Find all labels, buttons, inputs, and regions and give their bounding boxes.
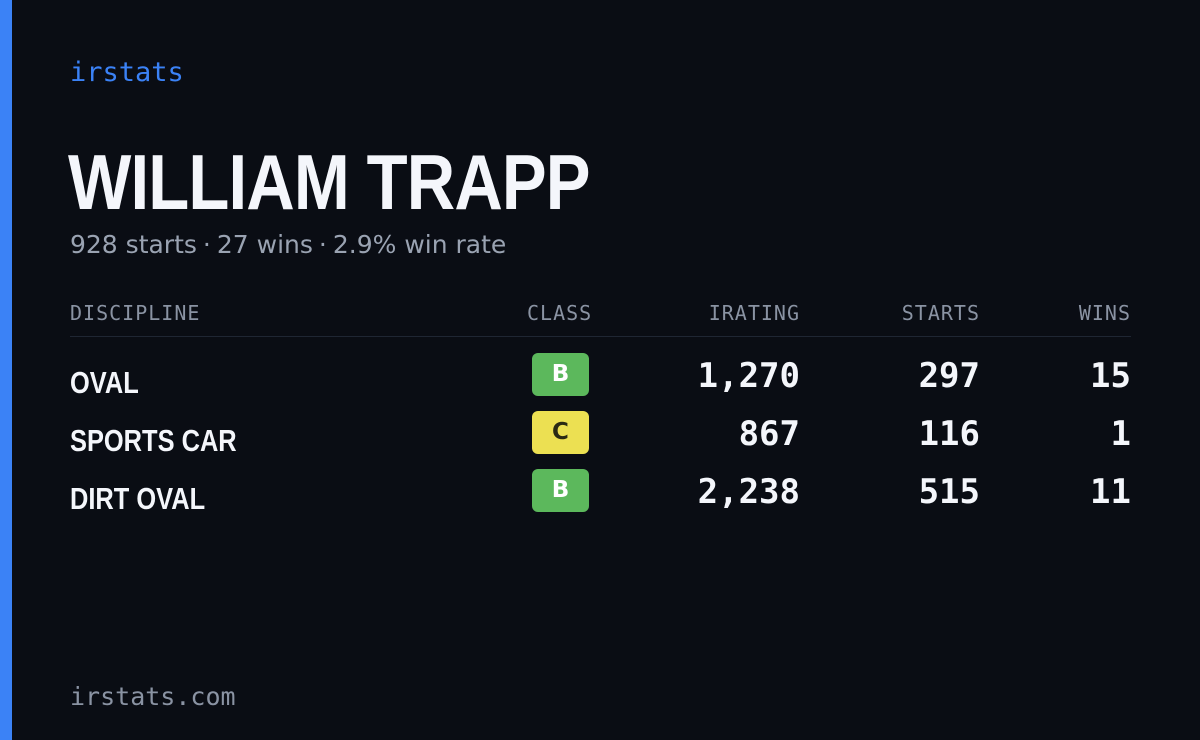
discipline-stats-table: DISCIPLINE CLASS IRATING STARTS WINS OVA… <box>70 296 1131 516</box>
starts-value: 297 <box>918 356 980 396</box>
summary-separator: · <box>202 230 211 259</box>
irating-value: 2,238 <box>697 472 800 512</box>
header-irating: IRATING <box>708 301 800 325</box>
header-class: CLASS <box>527 301 593 325</box>
header-wins: WINS <box>1078 301 1131 325</box>
career-summary: 928 starts · 27 wins · 2.9% win rate <box>70 228 506 262</box>
discipline-name: OVAL <box>70 365 139 400</box>
class-badge: C <box>532 411 589 454</box>
footer-url: irstats.com <box>70 682 236 711</box>
irating-value: 867 <box>738 414 800 454</box>
discipline-name: DIRT OVAL <box>70 481 206 516</box>
wins-value: 1 <box>1110 414 1131 454</box>
wins-value: 11 <box>1090 472 1131 512</box>
table-row: OVAL B 1,270 297 15 <box>70 353 1131 411</box>
summary-separator: · <box>318 230 327 259</box>
summary-wins: 27 wins <box>216 230 313 259</box>
brand-logo: irstats <box>70 57 184 88</box>
class-badge: B <box>532 469 589 512</box>
table-body: OVAL B 1,270 297 15 SPORTS CAR C 867 116… <box>70 353 1131 527</box>
accent-bar <box>0 0 12 740</box>
table-row: SPORTS CAR C 867 116 1 <box>70 411 1131 469</box>
class-badge: B <box>532 353 589 396</box>
wins-value: 15 <box>1090 356 1131 396</box>
summary-win-rate: 2.9% win rate <box>332 230 507 259</box>
starts-value: 116 <box>918 414 980 454</box>
starts-value: 515 <box>918 472 980 512</box>
table-row: DIRT OVAL B 2,238 515 11 <box>70 469 1131 527</box>
driver-name: WILLIAM TRAPP <box>68 138 591 226</box>
summary-starts: 928 starts <box>70 230 197 259</box>
irating-value: 1,270 <box>697 356 800 396</box>
header-starts: STARTS <box>901 301 980 325</box>
table-header: DISCIPLINE CLASS IRATING STARTS WINS <box>70 296 1131 337</box>
header-discipline: DISCIPLINE <box>70 301 201 325</box>
discipline-name: SPORTS CAR <box>70 423 237 458</box>
